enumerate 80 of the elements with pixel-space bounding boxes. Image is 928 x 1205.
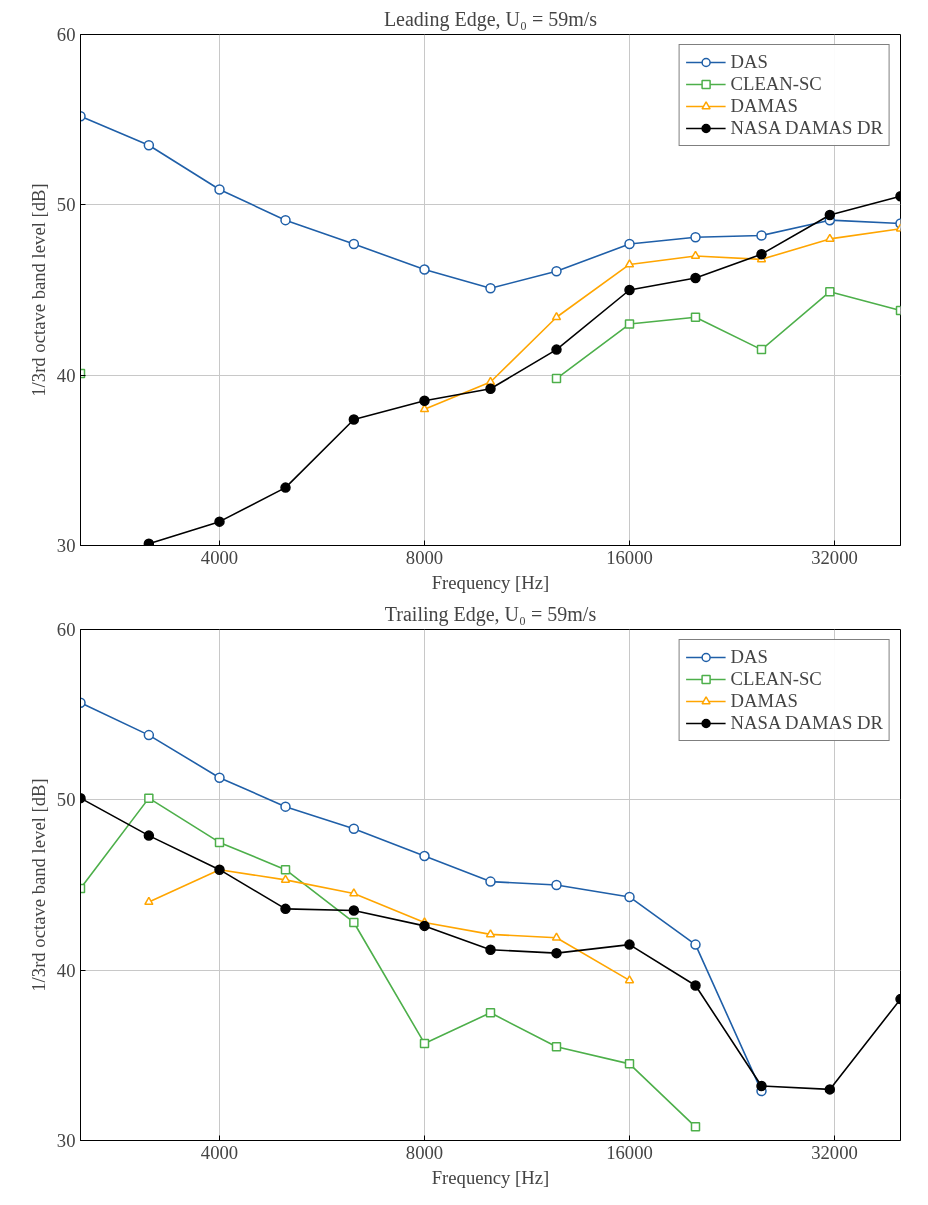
x-tick-label: 8000 (405, 1141, 444, 1163)
point (280, 482, 291, 493)
y-axis-title: 1/3rd octave band level [dB] (27, 183, 49, 397)
point (485, 929, 496, 938)
point (690, 272, 701, 284)
legend-label: CLEAN-SC (730, 668, 822, 690)
point (280, 874, 291, 883)
legend-label: NASA DAMAS DR (730, 712, 883, 734)
point (485, 876, 496, 887)
point (485, 283, 496, 294)
chart-title: Trailing Edge, U₀ = 59m/s (384, 602, 597, 626)
point (349, 917, 359, 928)
legend-label: DAMAS (730, 690, 798, 712)
x-axis-title: Frequency [Hz] (431, 571, 550, 593)
point (551, 932, 562, 941)
point (824, 209, 836, 221)
point (756, 344, 767, 355)
point (825, 286, 835, 297)
point (348, 414, 360, 425)
point (143, 139, 155, 151)
point (214, 184, 225, 195)
legend-label: CLEAN-SC (730, 73, 822, 95)
point (485, 944, 496, 955)
point (280, 864, 291, 875)
y-tick-label: 40 (56, 364, 76, 386)
y-tick-label: 50 (56, 789, 76, 811)
point (690, 250, 701, 259)
y-tick-label: 60 (56, 24, 76, 45)
point (690, 231, 701, 243)
point (144, 793, 154, 803)
chart-title: Leading Edge, U₀ = 59m/s (383, 7, 598, 31)
x-tick-label: 4000 (200, 1141, 239, 1163)
point (551, 266, 562, 277)
legend-label: NASA DAMAS DR (730, 117, 883, 139)
point (690, 1122, 701, 1132)
point (551, 879, 562, 891)
point (214, 772, 225, 783)
point (348, 905, 360, 916)
point (280, 801, 291, 812)
y-tick-label: 60 (56, 619, 76, 640)
point (551, 344, 562, 355)
point (551, 311, 562, 321)
legend-label: DAS (730, 646, 768, 668)
point (348, 238, 360, 250)
x-axis-title: Frequency [Hz] (431, 1166, 550, 1188)
legend-label: DAMAS (730, 95, 798, 117)
point (825, 233, 835, 242)
point (348, 823, 360, 835)
point (143, 729, 155, 741)
point (280, 214, 291, 226)
point (214, 837, 225, 848)
x-tick-label: 16000 (606, 1141, 653, 1163)
point (280, 903, 291, 915)
point (551, 373, 562, 384)
x-tick-label: 4000 (200, 546, 239, 568)
point (551, 947, 562, 959)
point (144, 896, 154, 906)
x-tick-label: 32000 (811, 1141, 858, 1163)
point (756, 1080, 767, 1092)
y-tick-label: 30 (56, 1130, 76, 1151)
x-tick-label: 8000 (405, 546, 444, 568)
legend-label: DAS (730, 51, 768, 73)
y-axis-title: 1/3rd octave band level [dB] (27, 778, 49, 992)
x-tick-label: 16000 (606, 546, 653, 568)
point (143, 830, 155, 841)
point (485, 1008, 496, 1018)
y-tick-label: 40 (56, 959, 76, 981)
point (214, 516, 225, 527)
point (756, 248, 767, 260)
x-tick-label: 32000 (811, 546, 858, 568)
point (690, 980, 701, 991)
point (690, 939, 701, 950)
point (349, 888, 359, 897)
point (824, 1084, 836, 1095)
y-tick-label: 30 (56, 535, 76, 556)
point (551, 1042, 562, 1052)
point (485, 383, 496, 395)
y-tick-label: 50 (56, 194, 76, 216)
point (690, 312, 701, 322)
point (756, 230, 767, 241)
